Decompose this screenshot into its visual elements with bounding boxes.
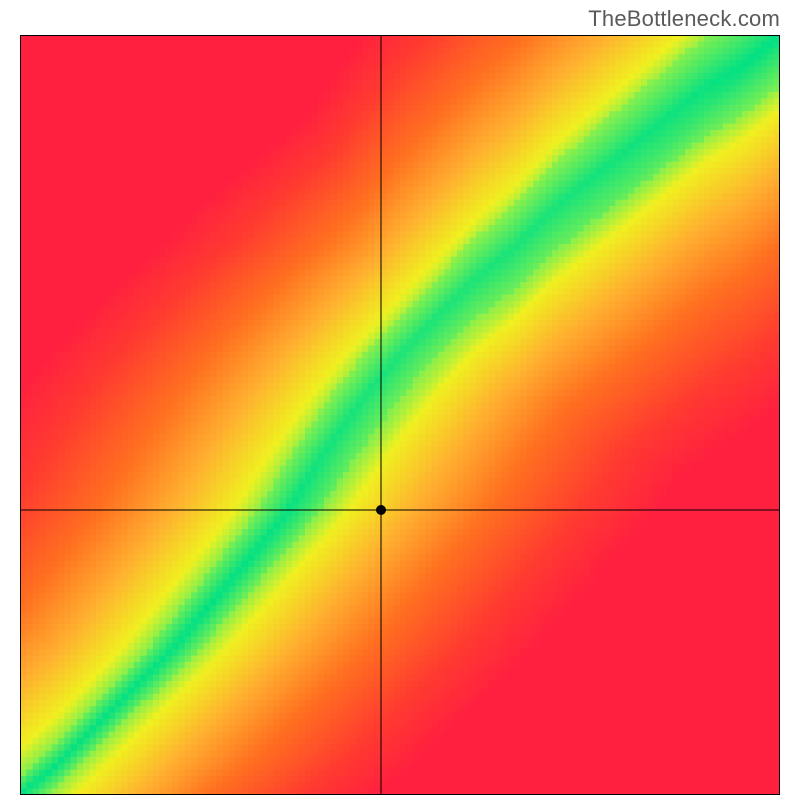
crosshair-marker xyxy=(376,505,386,515)
chart-container: TheBottleneck.com xyxy=(0,0,800,800)
watermark-text: TheBottleneck.com xyxy=(588,6,780,32)
heatmap-cells xyxy=(20,35,780,795)
bottleneck-heatmap xyxy=(20,35,780,795)
